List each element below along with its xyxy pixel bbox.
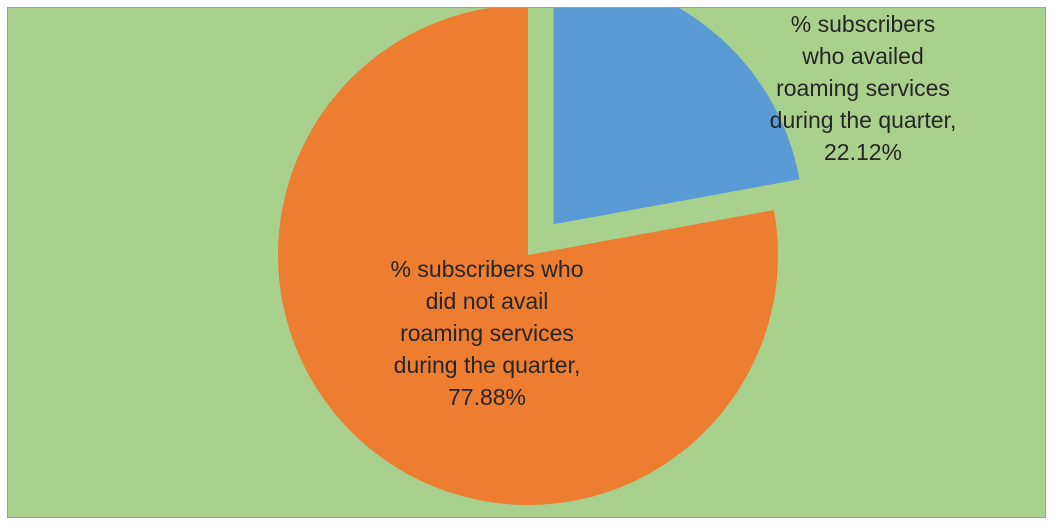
pie-svg	[278, 8, 800, 505]
pie-chart: % subscribers who availed roaming servic…	[7, 7, 1046, 518]
pie-slice-roaming	[553, 8, 800, 225]
slice-label-roaming: % subscribers who availed roaming servic…	[769, 11, 957, 165]
slice-label-not-roaming: % subscribers who did not avail roaming …	[390, 256, 584, 410]
pie-slice-not-roaming	[278, 8, 778, 505]
